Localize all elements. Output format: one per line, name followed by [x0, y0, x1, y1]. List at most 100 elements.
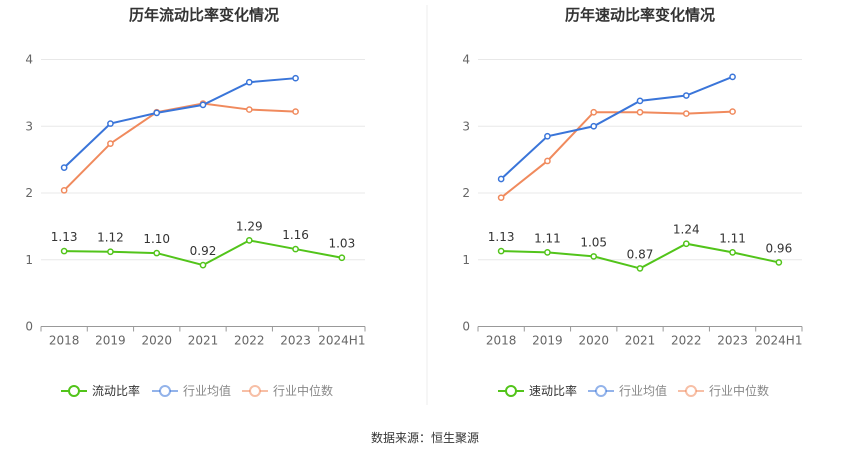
quick-ratio-industry-median-point [497, 194, 505, 202]
current-ratio-industry-avg-point [245, 78, 253, 86]
current-ratio-industry-avg-line [63, 77, 296, 169]
current-ratio-industry-avg-point [292, 74, 299, 82]
quick-ratio-data-label: 1.11 [534, 231, 561, 245]
quick-ratio-y-tick-label: 3 [462, 119, 470, 133]
legend-marker-icon [159, 385, 171, 397]
legend-marker-icon [505, 385, 517, 397]
quick-ratio-point [497, 247, 505, 255]
quick-ratio-y-tick-label: 1 [462, 253, 470, 267]
quick-ratio-x-tick-label: 2019 [532, 334, 563, 348]
quick-ratio-industry-avg-point [590, 122, 598, 130]
current-ratio-industry-median-point [292, 108, 299, 115]
current-ratio-x-tick-label: 2022 [234, 334, 265, 348]
current-ratio-industry-avg-point [60, 164, 68, 171]
quick-ratio-industry-median-point [636, 108, 644, 116]
current-ratio-data-label: 1.12 [97, 231, 124, 245]
current-ratio-x-tick-label: 2019 [95, 334, 126, 348]
current-ratio-x-tick-label: 2024H1 [318, 334, 365, 348]
current-ratio-y-tick-label: 1 [25, 253, 33, 267]
current-ratio-point [338, 254, 346, 262]
quick-ratio-data-label: 1.11 [719, 231, 746, 245]
quick-ratio-chart: 历年速动比率变化情况 0 1 2 3 4 2018 2019 2020 2021 2022 2023 2… [462, 6, 803, 398]
legend-marker-icon [249, 385, 261, 397]
current-ratio-data-label: 1.13 [51, 230, 78, 244]
current-ratio-point [245, 237, 253, 244]
legend-item-current-ratio[interactable]: 流动比率 [61, 383, 140, 398]
quick-ratio-industry-median-line [500, 110, 733, 199]
current-ratio-data-label: 1.10 [143, 232, 170, 246]
quick-ratio-data-label: 1.24 [673, 223, 700, 237]
current-ratio-x-tick-label: 2020 [141, 334, 172, 348]
current-ratio-data-label: 1.29 [236, 219, 263, 233]
quick-ratio-point [590, 253, 598, 260]
quick-ratio-y-tick-label: 4 [462, 53, 470, 67]
quick-ratio-data-label: 1.13 [488, 230, 515, 244]
quick-ratio-industry-median-point [590, 108, 598, 116]
current-ratio-chart-title: 历年流动比率变化情况 [129, 6, 279, 24]
legend-label: 流动比率 [92, 383, 140, 398]
current-ratio-industry-avg-point [153, 109, 161, 117]
quick-ratio-industry-avg-point [544, 132, 551, 140]
legend-label: 行业中位数 [273, 383, 333, 398]
quick-ratio-point [729, 249, 736, 256]
current-ratio-industry-median-line [63, 102, 296, 192]
current-ratio-industry-avg-point [107, 120, 114, 127]
quick-ratio-industry-median-point [729, 108, 736, 115]
current-ratio-data-label: 0.92 [190, 244, 217, 258]
quick-ratio-x-tick-label: 2021 [625, 334, 656, 348]
quick-ratio-point [544, 249, 551, 256]
quick-ratio-industry-avg-line [500, 75, 733, 180]
legend-label: 行业均值 [619, 383, 667, 398]
legend-marker-icon [595, 385, 607, 397]
legend-marker-icon [685, 385, 697, 397]
quick-ratio-industry-median-point [682, 110, 690, 117]
quick-ratio-point [775, 259, 783, 266]
current-ratio-x-tick-label: 2021 [188, 334, 219, 348]
source-note: 数据来源：恒生聚源 [370, 431, 479, 445]
current-ratio-point [60, 247, 68, 255]
current-ratio-industry-median-point [60, 186, 68, 194]
current-ratio-y-tick-label: 0 [25, 320, 33, 334]
quick-ratio-point [636, 265, 644, 272]
quick-ratio-point [682, 240, 690, 248]
quick-ratio-x-tick-label: 2018 [486, 334, 517, 348]
legend-marker-icon [68, 385, 80, 397]
current-ratio-point [153, 249, 161, 257]
current-ratio-industry-median-point [245, 106, 253, 113]
quick-ratio-x-tick-label: 2020 [578, 334, 609, 348]
current-ratio-point [292, 245, 299, 253]
current-ratio-point [199, 261, 207, 269]
legend-item-quick-ratio-industry-avg[interactable]: 行业均值 [588, 383, 667, 398]
current-ratio-y-tick-label: 2 [25, 186, 33, 200]
legend-item-current-ratio-industry-median[interactable]: 行业中位数 [242, 383, 333, 398]
current-ratio-data-label: 1.16 [282, 228, 309, 242]
quick-ratio-chart-title: 历年速动比率变化情况 [565, 6, 715, 24]
legend-label: 行业均值 [183, 383, 231, 398]
current-ratio-industry-median-point [107, 140, 114, 147]
quick-ratio-data-label: 0.87 [627, 247, 654, 261]
legend-item-quick-ratio-industry-median[interactable]: 行业中位数 [678, 383, 769, 398]
current-ratio-y-tick-label: 3 [25, 119, 33, 133]
current-ratio-chart: 历年流动比率变化情况 0 1 2 3 4 2018 2019 2020 2021 2022 2023 2… [25, 6, 366, 398]
legend-label: 速动比率 [529, 383, 577, 398]
quick-ratio-industry-avg-point [636, 97, 644, 105]
legend-item-current-ratio-industry-avg[interactable]: 行业均值 [152, 383, 231, 398]
current-ratio-industry-avg-point [199, 101, 207, 109]
quick-ratio-industry-avg-point [729, 73, 736, 81]
quick-ratio-data-label: 1.05 [580, 235, 607, 249]
quick-ratio-industry-avg-point [682, 92, 690, 99]
quick-ratio-industry-median-point [544, 157, 551, 165]
current-ratio-data-label: 1.03 [328, 237, 355, 251]
quick-ratio-data-label: 0.96 [765, 241, 792, 255]
current-ratio-x-tick-label: 2018 [49, 334, 80, 348]
legend-item-quick-ratio[interactable]: 速动比率 [498, 383, 577, 398]
quick-ratio-industry-avg-point [497, 175, 505, 183]
quick-ratio-y-tick-label: 2 [462, 186, 470, 200]
quick-ratio-y-tick-label: 0 [462, 320, 470, 334]
current-ratio-x-tick-label: 2023 [280, 334, 311, 348]
legend-label: 行业中位数 [709, 383, 769, 398]
current-ratio-y-tick-label: 4 [25, 53, 33, 67]
quick-ratio-x-tick-label: 2022 [671, 334, 702, 348]
